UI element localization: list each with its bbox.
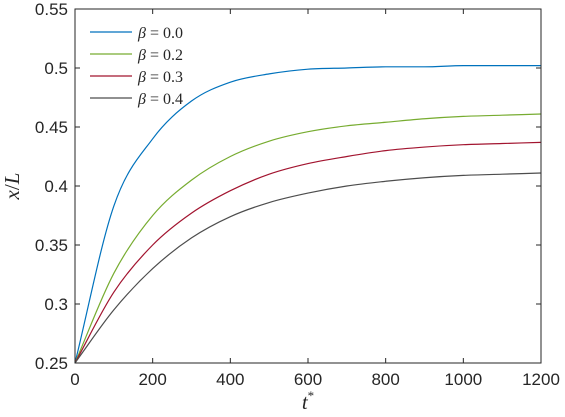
legend-label-beta-0: β = 0.0 <box>137 25 183 42</box>
x-tick-label: 400 <box>216 370 244 389</box>
series-line-0 <box>74 65 542 364</box>
y-axis-label: x/L <box>0 173 24 201</box>
y-tick-label: 0.35 <box>35 236 68 255</box>
legend-entry: β = 0.3 <box>90 69 183 86</box>
legend-label-beta-3: β = 0.4 <box>137 91 183 108</box>
x-axis-label: t* <box>302 388 314 414</box>
legend-entry: β = 0.0 <box>90 25 183 42</box>
tick-layer: 0 200 400 600 800 1000 1200 0.25 0.3 0.35 0.4 0.45 0… <box>35 0 560 389</box>
y-tick-label: 0.45 <box>35 118 68 137</box>
x-tick-label: 1200 <box>522 370 560 389</box>
series-line-3 <box>74 172 542 364</box>
legend-entry: β = 0.2 <box>90 47 183 64</box>
y-tick-label: 0.55 <box>35 0 68 19</box>
x-tick-label: 1000 <box>444 370 482 389</box>
series-line-2 <box>74 141 542 364</box>
series-layer <box>74 65 542 364</box>
x-tick-label: 0 <box>70 370 79 389</box>
legend-label-beta-1: β = 0.2 <box>137 47 183 64</box>
legend-label-beta-2: β = 0.3 <box>137 69 183 86</box>
y-tick-label: 0.5 <box>44 59 68 78</box>
y-tick-label: 0.4 <box>44 177 68 196</box>
y-axis-label-slash: / <box>0 184 24 190</box>
x-tick-label: 800 <box>371 370 399 389</box>
x-axis-label-sup: * <box>308 388 315 403</box>
y-axis-label-den: L <box>0 173 24 186</box>
legend: β = 0.0 β = 0.2 β = 0.3 β = 0.4 <box>90 25 183 108</box>
series-line-1 <box>74 113 542 364</box>
legend-entry: β = 0.4 <box>90 91 183 108</box>
y-tick-label: 0.25 <box>35 354 68 373</box>
y-axis-label-num: x <box>0 189 24 200</box>
x-tick-label: 600 <box>294 370 322 389</box>
x-axis-label-base: t <box>302 390 309 414</box>
x-tick-label: 200 <box>138 370 166 389</box>
y-tick-label: 0.3 <box>44 295 68 314</box>
